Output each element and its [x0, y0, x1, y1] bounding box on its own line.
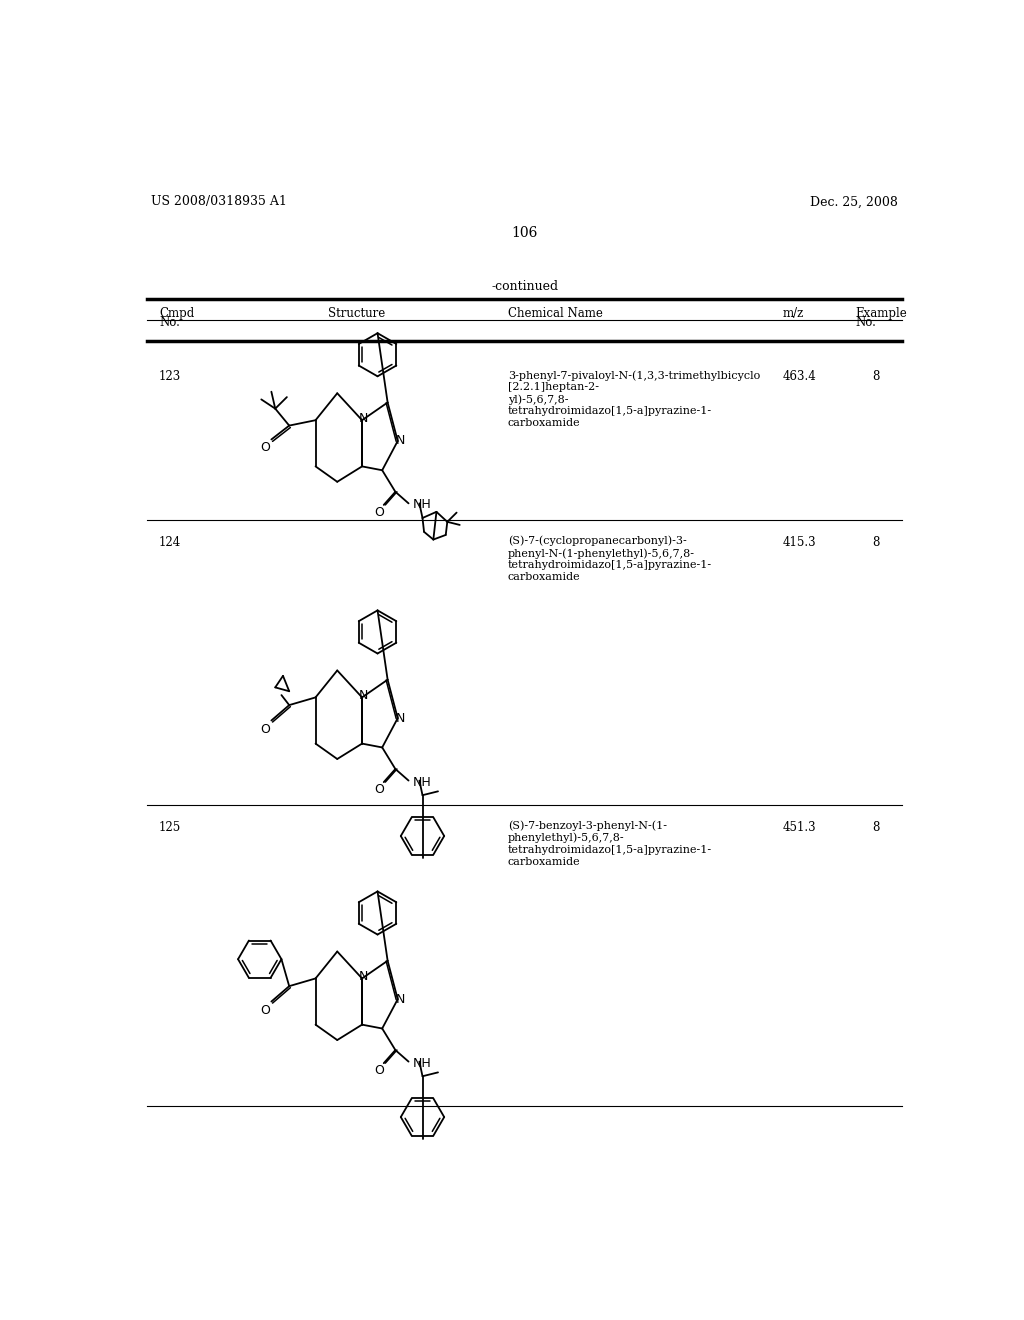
Text: 3-phenyl-7-pivaloyl-N-(1,3,3-trimethylbicyclo
[2.2.1]heptan-2-
yl)-5,6,7,8-
tetr: 3-phenyl-7-pivaloyl-N-(1,3,3-trimethylbi… — [508, 370, 760, 428]
Text: 106: 106 — [512, 226, 538, 240]
Text: No.: No. — [159, 317, 180, 329]
Text: O: O — [374, 1064, 384, 1077]
Text: N: N — [395, 711, 404, 725]
Text: No.: No. — [855, 317, 876, 329]
Text: NH: NH — [413, 776, 431, 788]
Text: (S)-7-(cyclopropanecarbonyl)-3-
phenyl-N-(1-phenylethyl)-5,6,7,8-
tetrahydroimid: (S)-7-(cyclopropanecarbonyl)-3- phenyl-N… — [508, 536, 712, 582]
Text: N: N — [359, 412, 369, 425]
Text: 463.4: 463.4 — [783, 370, 816, 383]
Text: US 2008/0318935 A1: US 2008/0318935 A1 — [152, 195, 287, 209]
Text: 451.3: 451.3 — [783, 821, 816, 834]
Text: 8: 8 — [872, 821, 880, 834]
Text: Dec. 25, 2008: Dec. 25, 2008 — [810, 195, 898, 209]
Text: Chemical Name: Chemical Name — [508, 308, 603, 319]
Text: 8: 8 — [872, 536, 880, 549]
Text: N: N — [395, 434, 404, 447]
Text: Example: Example — [855, 308, 906, 319]
Text: 8: 8 — [872, 370, 880, 383]
Text: Structure: Structure — [328, 308, 385, 319]
Text: 123: 123 — [159, 370, 181, 383]
Text: N: N — [359, 970, 369, 983]
Text: Cmpd: Cmpd — [159, 308, 195, 319]
Text: 125: 125 — [159, 821, 181, 834]
Text: O: O — [374, 506, 384, 519]
Text: m/z: m/z — [783, 308, 804, 319]
Text: NH: NH — [413, 499, 431, 511]
Text: O: O — [260, 1005, 270, 1018]
Text: 415.3: 415.3 — [783, 536, 816, 549]
Text: N: N — [359, 689, 369, 702]
Text: O: O — [260, 441, 270, 454]
Text: -continued: -continued — [492, 280, 558, 293]
Text: N: N — [395, 993, 404, 1006]
Text: O: O — [260, 723, 270, 737]
Text: 124: 124 — [159, 536, 181, 549]
Text: O: O — [374, 783, 384, 796]
Text: (S)-7-benzoyl-3-phenyl-N-(1-
phenylethyl)-5,6,7,8-
tetrahydroimidazo[1,5-a]pyraz: (S)-7-benzoyl-3-phenyl-N-(1- phenylethyl… — [508, 821, 712, 867]
Text: NH: NH — [413, 1056, 431, 1069]
